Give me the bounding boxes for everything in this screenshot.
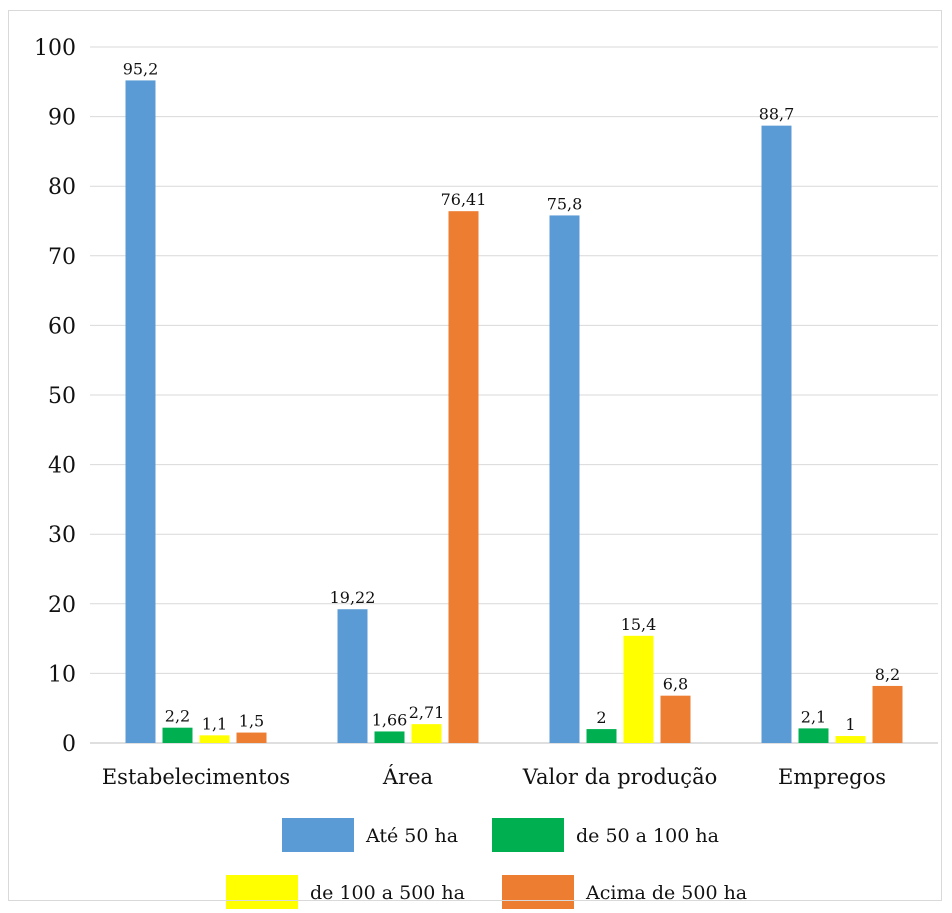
data-label: 19,22 xyxy=(330,588,376,607)
bar xyxy=(872,685,903,743)
legend-label: Até 50 ha xyxy=(365,825,458,847)
data-label: 6,8 xyxy=(663,675,688,694)
y-tick-label: 10 xyxy=(48,662,76,687)
bar xyxy=(761,125,792,743)
x-tick-label: Empregos xyxy=(778,765,886,789)
y-tick-label: 100 xyxy=(34,36,76,61)
legend-label: de 100 a 500 ha xyxy=(310,882,465,904)
legend: Até 50 ha de 50 a 100 ha de 100 a 500 ha Ac… xyxy=(226,818,747,909)
bar xyxy=(623,635,654,743)
bar xyxy=(374,731,405,743)
y-tick-label: 90 xyxy=(48,106,76,131)
data-label: 15,4 xyxy=(621,615,657,634)
legend-label: de 50 a 100 ha xyxy=(576,825,719,847)
y-tick-label: 20 xyxy=(48,593,76,618)
data-label: 1,1 xyxy=(202,714,227,733)
x-axis: Estabelecimentos Área Valor da produção Emp… xyxy=(102,765,886,789)
y-tick-label: 30 xyxy=(48,523,76,548)
y-tick-label: 70 xyxy=(48,245,76,270)
data-label: 2,2 xyxy=(165,707,190,726)
bar xyxy=(549,215,580,743)
y-axis: 0 10 20 30 40 50 60 70 80 90 100 xyxy=(34,36,76,757)
legend-swatch xyxy=(492,818,564,852)
legend-swatch xyxy=(502,875,574,909)
data-label: 1,66 xyxy=(372,710,408,729)
bar xyxy=(798,728,829,743)
x-tick-label: Estabelecimentos xyxy=(102,765,290,789)
bar xyxy=(125,80,156,743)
x-tick-label: Área xyxy=(382,765,433,789)
legend-label: Acima de 500 ha xyxy=(585,882,747,904)
gridlines xyxy=(90,46,938,744)
data-label: 88,7 xyxy=(759,105,795,124)
bars xyxy=(125,80,903,743)
y-tick-label: 60 xyxy=(48,314,76,339)
y-tick-label: 0 xyxy=(62,732,76,757)
data-label: 8,2 xyxy=(875,665,900,684)
legend-swatch xyxy=(282,818,354,852)
legend-swatch xyxy=(226,875,298,909)
data-labels: 95,2 2,2 1,1 1,5 19,22 1,66 2,71 76,41 75,8 2 15,4… xyxy=(123,59,901,734)
data-label: 75,8 xyxy=(547,194,583,213)
bar xyxy=(448,211,479,743)
bar xyxy=(199,735,230,743)
bar xyxy=(660,695,691,743)
x-tick-label: Valor da produção xyxy=(522,765,718,789)
data-label: 2,1 xyxy=(801,707,826,726)
bar xyxy=(586,729,617,743)
data-label: 76,41 xyxy=(441,190,487,209)
data-label: 2,71 xyxy=(409,703,445,722)
y-tick-label: 80 xyxy=(48,175,76,200)
data-label: 2 xyxy=(596,708,606,727)
y-tick-label: 40 xyxy=(48,454,76,479)
data-label: 1 xyxy=(845,715,855,734)
data-label: 95,2 xyxy=(123,59,159,78)
bar xyxy=(411,724,442,743)
y-tick-label: 50 xyxy=(48,384,76,409)
bar xyxy=(337,609,368,743)
bar xyxy=(162,727,193,743)
bar xyxy=(835,736,866,743)
bar xyxy=(236,732,267,743)
data-label: 1,5 xyxy=(239,712,264,731)
